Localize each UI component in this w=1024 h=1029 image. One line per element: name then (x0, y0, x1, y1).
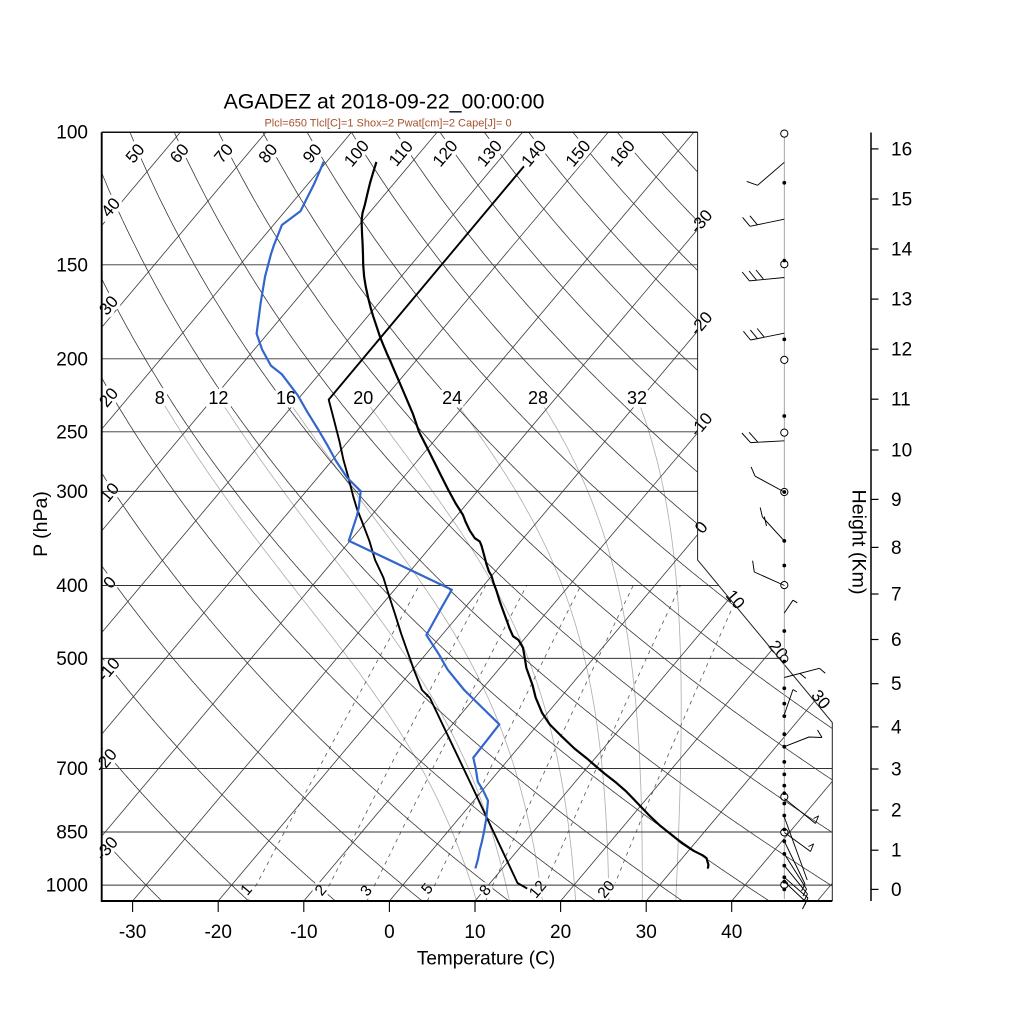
svg-text:8: 8 (155, 388, 165, 408)
svg-text:16: 16 (891, 139, 912, 160)
svg-text:20: 20 (550, 922, 571, 943)
svg-text:6: 6 (891, 630, 902, 651)
svg-text:-30: -30 (119, 922, 146, 943)
svg-text:4: 4 (891, 717, 902, 738)
svg-text:-10: -10 (290, 922, 317, 943)
svg-text:30: 30 (636, 922, 657, 943)
svg-text:500: 500 (56, 649, 88, 670)
svg-text:10: 10 (464, 922, 485, 943)
svg-text:-20: -20 (204, 922, 231, 943)
svg-text:16: 16 (276, 388, 296, 408)
svg-text:10: 10 (891, 441, 912, 462)
svg-text:5: 5 (891, 674, 902, 695)
svg-text:9: 9 (891, 490, 902, 511)
svg-text:32: 32 (627, 388, 647, 408)
svg-text:100: 100 (56, 123, 88, 144)
svg-text:P (hPa): P (hPa) (30, 491, 52, 557)
svg-text:250: 250 (56, 422, 88, 443)
svg-text:300: 300 (56, 482, 88, 503)
svg-text:Height (Km): Height (Km) (848, 489, 870, 594)
svg-text:24: 24 (442, 388, 462, 408)
svg-text:12: 12 (891, 340, 912, 361)
svg-text:8: 8 (891, 538, 902, 559)
svg-text:850: 850 (56, 823, 88, 844)
svg-text:1000: 1000 (46, 876, 88, 897)
svg-text:40: 40 (721, 922, 742, 943)
svg-text:150: 150 (56, 255, 88, 276)
svg-text:400: 400 (56, 576, 88, 597)
svg-text:13: 13 (891, 290, 912, 311)
svg-text:20: 20 (353, 388, 373, 408)
svg-text:Plcl=650 Tlcl[C]=1 Shox=2 Pwat: Plcl=650 Tlcl[C]=1 Shox=2 Pwat[cm]=2 Cap… (264, 118, 511, 130)
svg-text:14: 14 (891, 240, 913, 261)
svg-text:200: 200 (56, 349, 88, 370)
svg-text:Temperature (C): Temperature (C) (417, 949, 555, 970)
svg-text:0: 0 (891, 880, 902, 901)
svg-text:1: 1 (891, 841, 902, 862)
svg-text:0: 0 (384, 922, 395, 943)
svg-text:15: 15 (891, 190, 912, 211)
svg-text:700: 700 (56, 759, 88, 780)
svg-text:AGADEZ at 2018-09-22_00:00:00: AGADEZ at 2018-09-22_00:00:00 (224, 90, 545, 114)
svg-text:28: 28 (528, 388, 548, 408)
svg-text:3: 3 (891, 760, 902, 781)
svg-text:2: 2 (891, 801, 902, 822)
svg-text:11: 11 (891, 390, 911, 411)
svg-text:7: 7 (891, 585, 902, 606)
svg-text:12: 12 (208, 388, 228, 408)
